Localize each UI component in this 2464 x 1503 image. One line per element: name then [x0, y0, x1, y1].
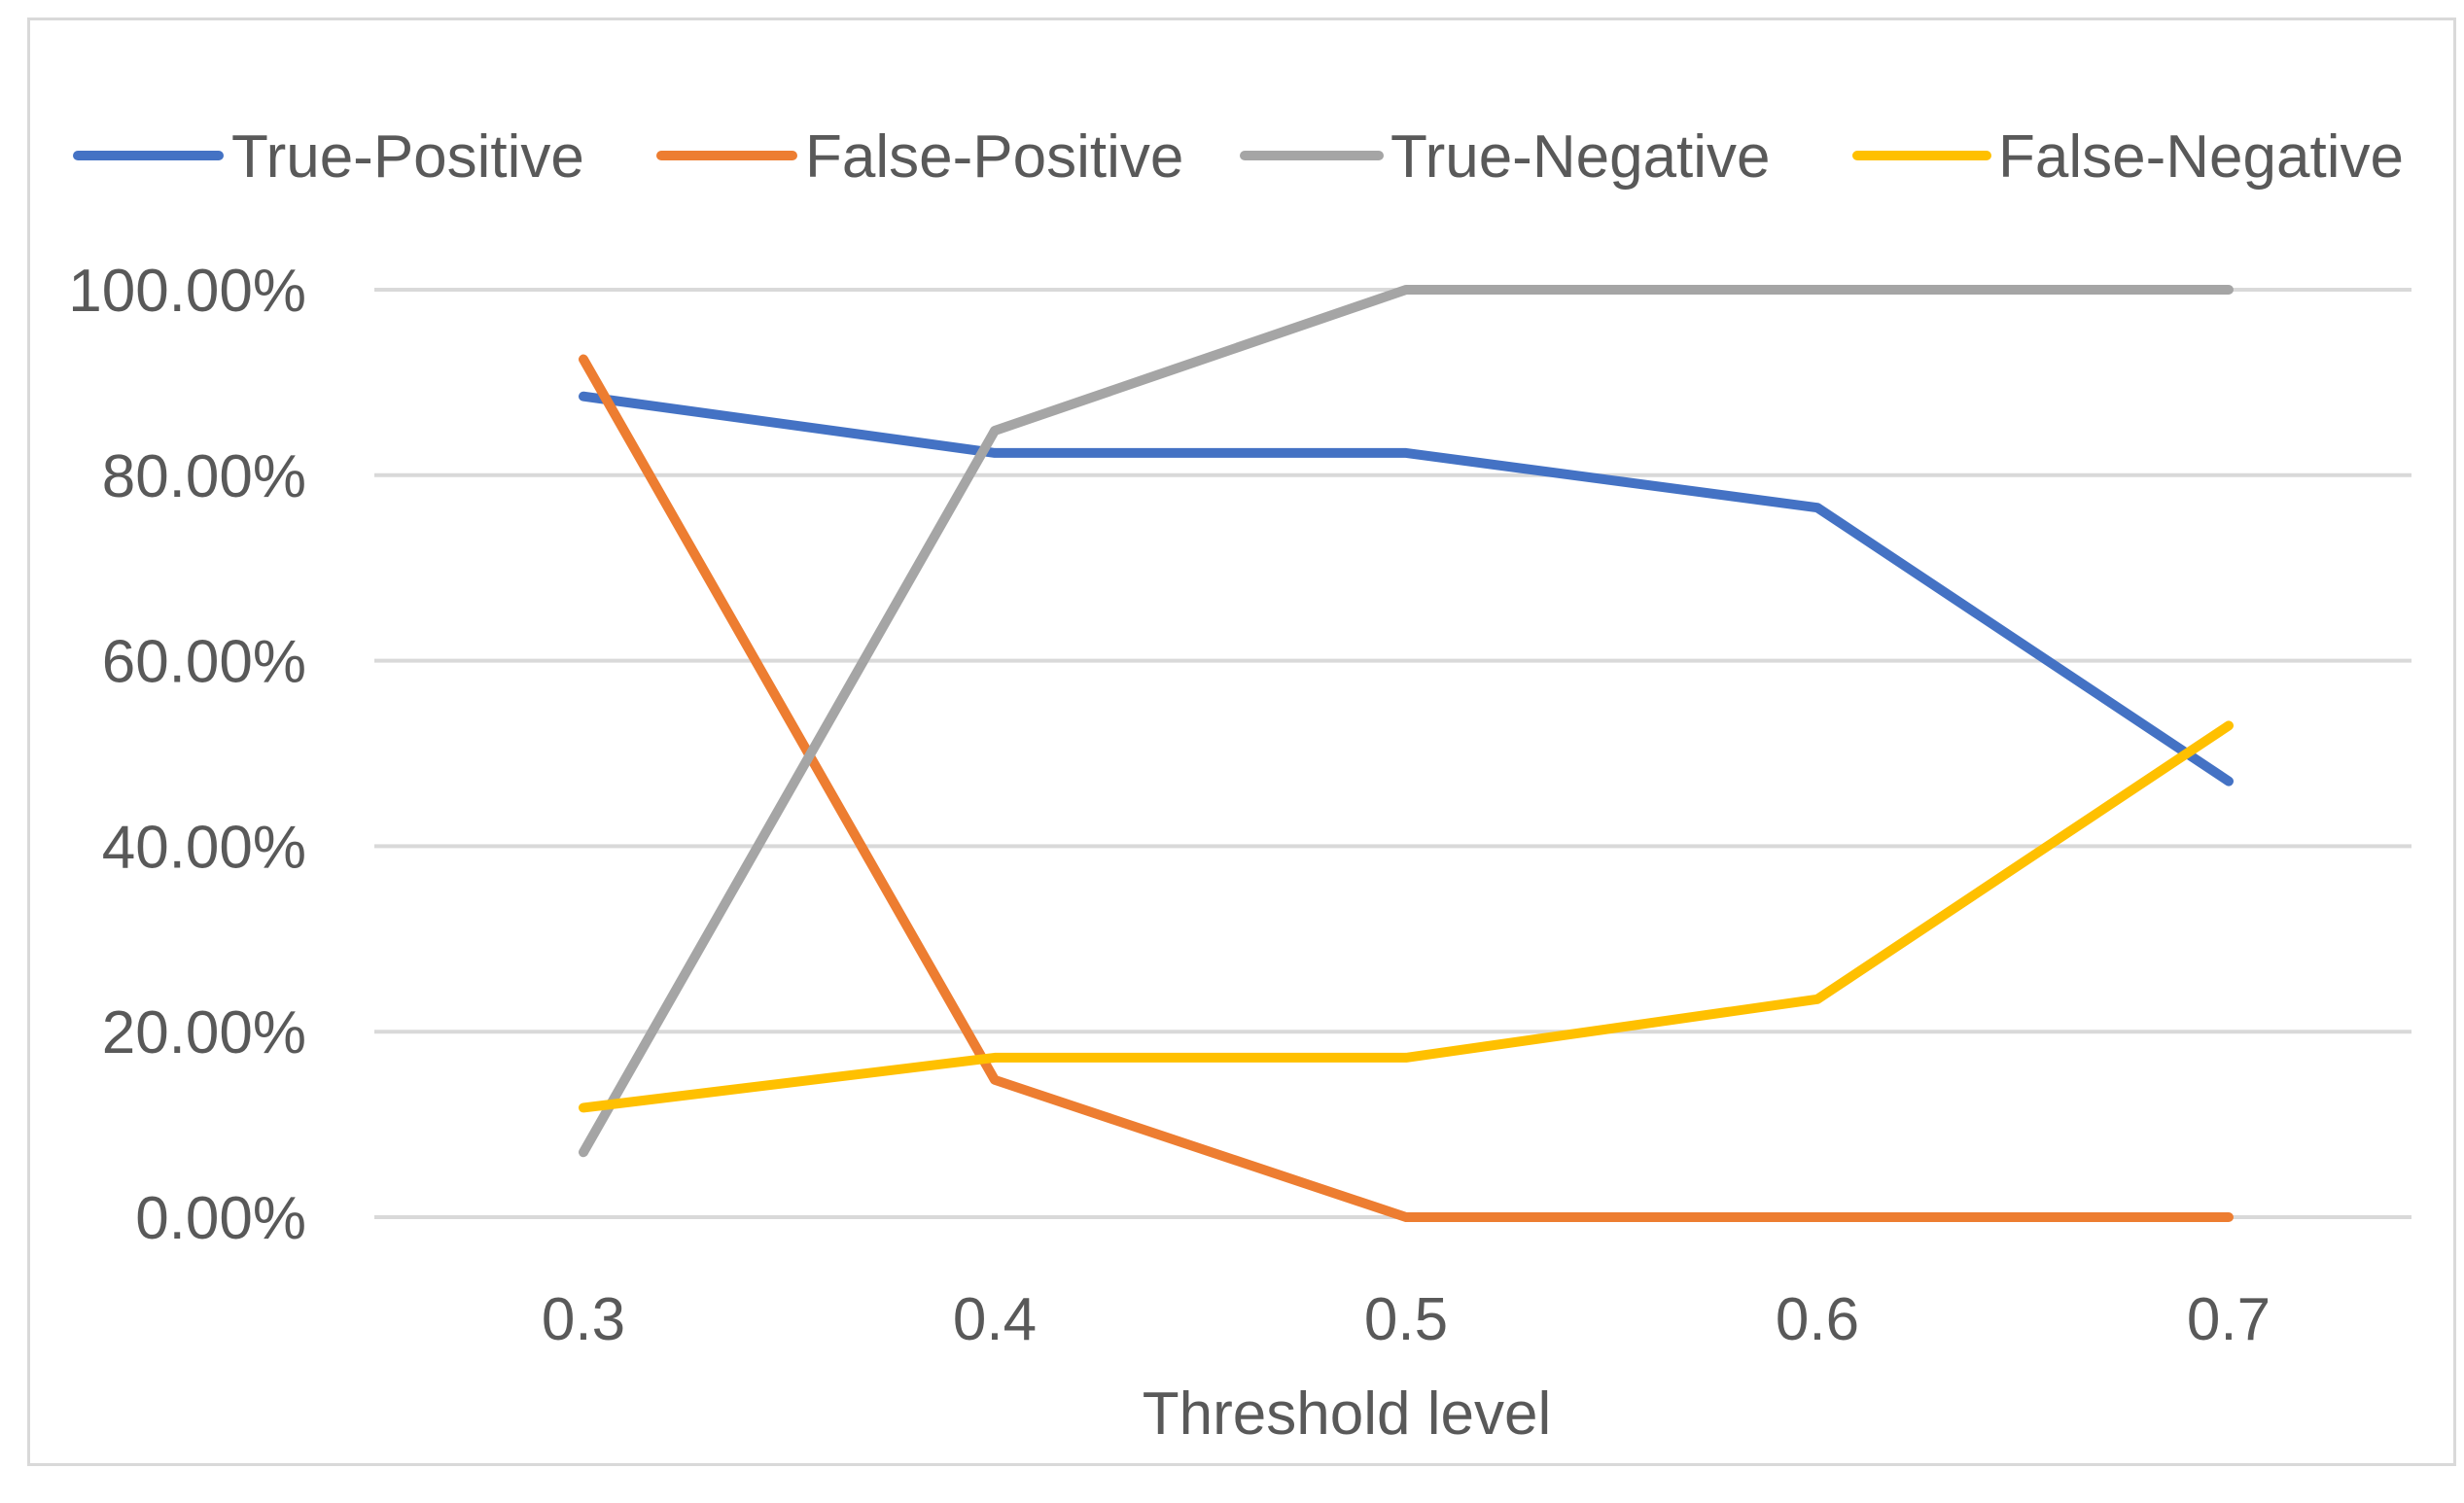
x-tick-label: 0.4 — [953, 1286, 1037, 1353]
x-tick-label: 0.7 — [2187, 1286, 2270, 1353]
y-tick-label: 60.00% — [102, 629, 306, 696]
y-tick-label: 20.00% — [102, 999, 306, 1066]
y-tick-label: 80.00% — [102, 443, 306, 510]
x-axis-tick-labels: 0.3 0.4 0.5 0.6 0.7 — [542, 1286, 2270, 1353]
chart-frame — [27, 17, 2456, 1466]
series-line-false-positive — [579, 354, 2234, 1222]
x-axis-label: Threshold level — [1143, 1381, 1551, 1448]
y-tick-label: 0.00% — [135, 1185, 306, 1252]
legend: True-Positive False-Positive True-Negative… — [73, 123, 2404, 191]
x-tick-label: 0.3 — [542, 1286, 625, 1353]
series-line-false-negative — [579, 720, 2234, 1113]
y-tick-label: 40.00% — [102, 814, 306, 881]
legend-label: True-Positive — [231, 123, 584, 191]
x-tick-label: 0.5 — [1364, 1286, 1448, 1353]
legend-label: True-Negative — [1390, 123, 1771, 191]
series-line-true-positive — [579, 391, 2234, 786]
y-axis-tick-labels: 0.00% 20.00% 40.00% 60.00% 80.00% 100.00% — [68, 258, 306, 1252]
y-tick-label: 100.00% — [68, 258, 306, 325]
series-lines — [579, 285, 2234, 1222]
legend-label: False-Positive — [805, 123, 1183, 191]
legend-label: False-Negative — [1998, 123, 2404, 191]
series-line-true-negative — [579, 285, 2234, 1158]
gridlines — [374, 288, 2411, 1219]
x-tick-label: 0.6 — [1776, 1286, 1859, 1353]
